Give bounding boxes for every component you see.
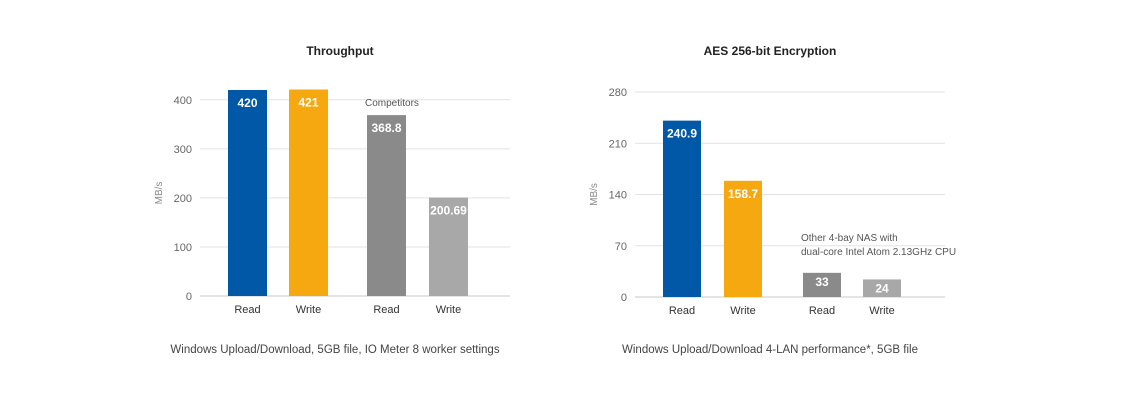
throughput-y-axis-label: MB/s <box>154 182 165 205</box>
throughput-y-tick-label: 400 <box>174 95 192 107</box>
aes-y-tick-label: 0 <box>621 292 627 304</box>
aes-x-tick-label: Read <box>809 305 835 317</box>
aes-title: AES 256-bit Encryption <box>704 44 837 58</box>
throughput-annotation: Competitors <box>365 98 419 109</box>
throughput-caption: Windows Upload/Download, 5GB file, IO Me… <box>170 344 499 356</box>
throughput-y-tick-label: 300 <box>174 144 192 156</box>
throughput-y-tick-label: 0 <box>186 291 192 303</box>
throughput-bar-3 <box>367 115 406 296</box>
aes-y-tick-label: 140 <box>609 190 627 202</box>
aes-annotation: Other 4-bay NAS with <box>801 233 898 244</box>
throughput-bar-value-label: 421 <box>298 96 318 110</box>
throughput-bar-4 <box>429 197 468 296</box>
throughput-bar-1 <box>228 90 267 296</box>
aes-y-tick-label: 70 <box>615 241 627 253</box>
aes-bar-3 <box>803 272 841 297</box>
aes-bar-value-label: 33 <box>815 275 829 289</box>
throughput-bar-value-label: 420 <box>237 96 257 110</box>
throughput-bar-2 <box>289 89 328 296</box>
aes-bar-value-label: 240.9 <box>667 127 697 141</box>
throughput-y-tick-label: 100 <box>174 242 192 254</box>
throughput-chart-svg: Throughput 0 100 200 300 400 MB/s 420 Read 421 Wri… <box>154 44 510 356</box>
throughput-chart: Throughput 0 100 200 300 400 MB/s 420 Read 421 Wri… <box>140 0 540 400</box>
aes-encryption-chart-svg: AES 256-bit Encryption 0 70 140 210 280 MB/s 24… <box>589 44 956 356</box>
throughput-bar-value-label: 368.8 <box>371 121 401 135</box>
aes-bar-value-label: 24 <box>875 281 889 295</box>
throughput-title: Throughput <box>306 44 373 58</box>
throughput-x-tick-label: Write <box>436 304 461 316</box>
aes-bar-2 <box>724 180 762 297</box>
aes-x-tick-label: Read <box>669 305 695 317</box>
aes-y-tick-label: 280 <box>609 87 627 99</box>
throughput-x-tick-label: Write <box>296 304 321 316</box>
aes-caption: Windows Upload/Download 4-LAN performanc… <box>622 344 918 356</box>
aes-encryption-chart: AES 256-bit Encryption 0 70 140 210 280 MB/s 24… <box>575 0 975 400</box>
throughput-x-tick-label: Read <box>373 304 399 316</box>
throughput-y-tick-label: 200 <box>174 193 192 205</box>
aes-bar-1 <box>663 120 701 297</box>
throughput-x-tick-label: Read <box>234 304 260 316</box>
aes-y-tick-label: 210 <box>609 138 627 150</box>
aes-bar-4 <box>863 279 901 297</box>
aes-annotation: dual-core Intel Atom 2.13GHz CPU <box>801 247 956 258</box>
aes-x-tick-label: Write <box>869 305 894 317</box>
aes-bar-value-label: 158.7 <box>728 187 758 201</box>
throughput-bar-value-label: 200.69 <box>430 204 467 218</box>
aes-y-axis-label: MB/s <box>589 183 600 206</box>
aes-x-tick-label: Write <box>730 305 755 317</box>
